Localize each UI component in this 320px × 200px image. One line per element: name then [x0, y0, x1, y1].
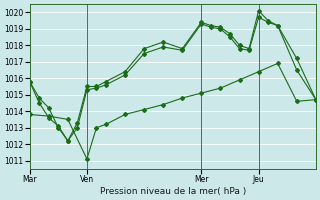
X-axis label: Pression niveau de la mer( hPa ): Pression niveau de la mer( hPa ): [100, 187, 246, 196]
